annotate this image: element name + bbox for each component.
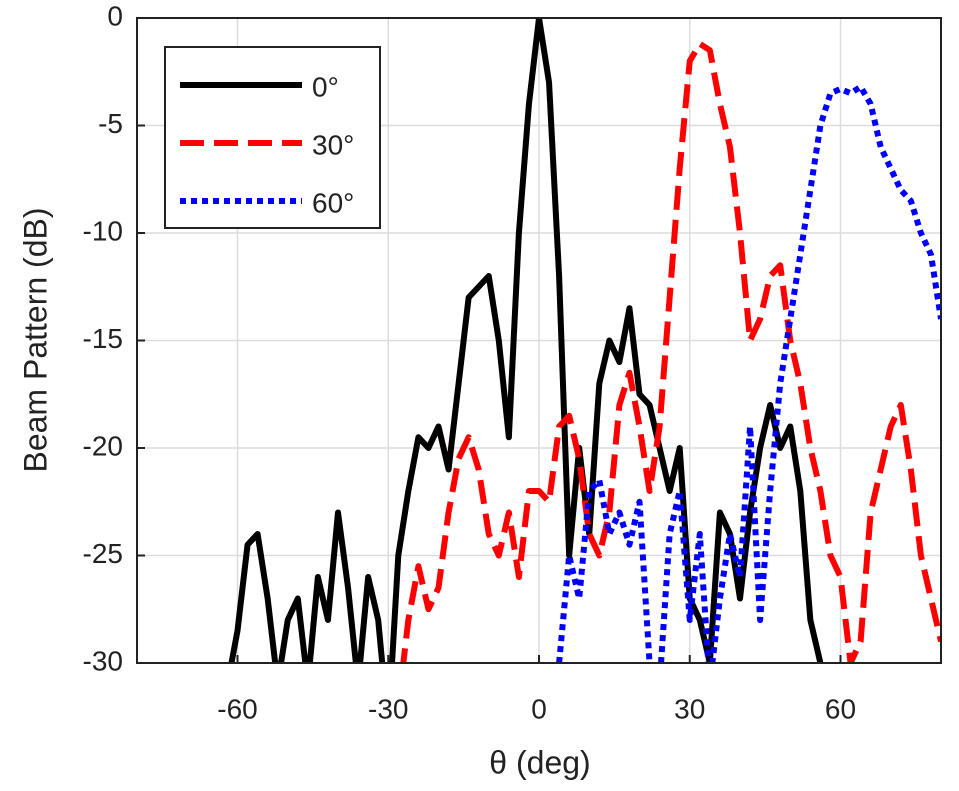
y-tick-label: -10 [83,215,123,246]
y-tick-label: -30 [83,645,123,676]
x-tick-label: -60 [217,693,257,724]
lines [228,18,941,663]
legend-label: 30° [312,129,354,160]
y-tick-label: 0 [107,0,123,31]
series-line [400,40,941,663]
series-line [556,83,941,663]
y-tick-label: -25 [83,538,123,569]
x-tick-label: 60 [825,693,856,724]
y-axis-label: Beam Pattern (dB) [17,208,53,473]
x-axis-label: θ (deg) [489,744,590,780]
legend-box [164,46,381,229]
series-line [228,18,824,663]
x-tick-label: 0 [531,693,547,724]
x-tick-label: 30 [674,693,705,724]
legend-label: 60° [312,187,354,218]
y-tick-label: -15 [83,323,123,354]
x-tick-label: -30 [368,693,408,724]
legend: 0° 30° 60° [164,46,381,229]
legend-label: 0° [312,71,339,102]
y-tick-label: -5 [98,108,123,139]
y-tick-label: -20 [83,430,123,461]
ticks: -30 -25 -20 -15 -10 -5 0 -60 -30 0 30 60 [83,0,857,724]
